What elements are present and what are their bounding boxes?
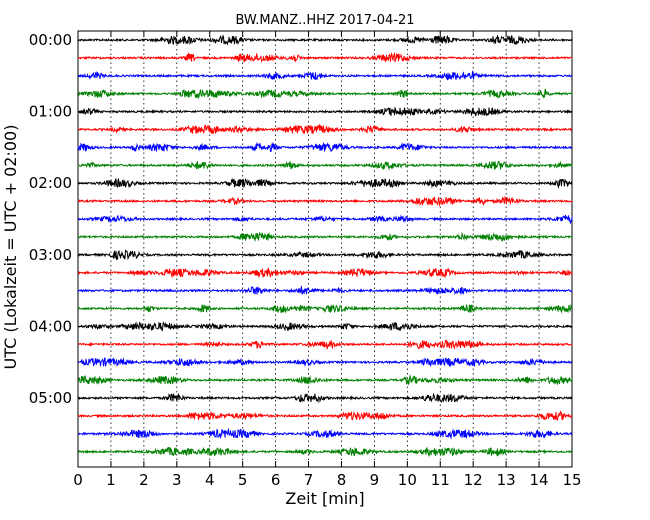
- seismic-trace: [77, 410, 573, 421]
- x-tick-label: 8: [337, 471, 347, 489]
- y-tick-label: 04:00: [29, 317, 72, 335]
- seismic-trace: [77, 303, 573, 314]
- seismic-trace: [77, 70, 573, 81]
- x-tick-label: 10: [398, 471, 417, 489]
- seismic-trace: [77, 123, 573, 135]
- x-tick-label: 9: [370, 471, 380, 489]
- y-tick-label: 00:00: [29, 31, 72, 49]
- seismic-trace: [77, 249, 573, 261]
- x-tick-label: 3: [172, 471, 182, 489]
- seismic-trace: [77, 392, 573, 404]
- seismic-trace: [77, 285, 573, 296]
- x-tick-label: 12: [464, 471, 483, 489]
- y-axis-label: UTC (Lokalzeit = UTC + 02:00): [1, 125, 20, 370]
- seismic-trace: [77, 357, 573, 367]
- x-tick-label: 0: [73, 471, 83, 489]
- seismic-trace: [77, 214, 573, 225]
- x-tick-label: 6: [271, 471, 281, 489]
- x-tick-label: 13: [497, 471, 516, 489]
- plot-frame: [77, 30, 573, 468]
- x-tick-label: 2: [139, 471, 149, 489]
- y-tick-label: 02:00: [29, 174, 72, 192]
- y-tick-label: 05:00: [29, 389, 72, 407]
- seismic-trace: [77, 160, 573, 171]
- x-tick-label: 4: [205, 471, 215, 489]
- grid-lines: [110, 31, 540, 467]
- seismic-trace: [77, 427, 573, 440]
- seismic-trace: [77, 51, 573, 63]
- seismic-trace: [77, 106, 573, 117]
- seismic-trace: [77, 34, 573, 46]
- x-tick-label: 1: [106, 471, 116, 489]
- x-tick-label: 5: [238, 471, 248, 489]
- x-axis-ticks: 0 1 2 3 4 5 6 7 8 9 10 11 12 13 14 15: [73, 31, 582, 489]
- seismic-traces: [77, 34, 573, 458]
- x-tick-label: 15: [562, 471, 581, 489]
- seismic-trace: [77, 195, 573, 207]
- seismic-trace: [77, 374, 573, 386]
- y-tick-label: 03:00: [29, 246, 72, 264]
- x-tick-label: 14: [530, 471, 549, 489]
- seismic-trace: [77, 321, 573, 332]
- seismic-trace: [77, 141, 573, 153]
- seismic-trace: [77, 231, 573, 242]
- seismic-trace: [77, 88, 573, 100]
- x-tick-label: 7: [304, 471, 314, 489]
- x-axis-label: Zeit [min]: [285, 489, 364, 508]
- y-tick-label: 01:00: [29, 103, 72, 121]
- y-axis-ticks: 00:00 01:00 02:00 03:00 04:00 05:00: [29, 31, 572, 407]
- seismic-trace: [77, 267, 573, 279]
- chart-title: BW.MANZ..HHZ 2017-04-21: [235, 13, 414, 28]
- seismic-trace: [77, 177, 573, 189]
- x-tick-label: 11: [431, 471, 450, 489]
- seismic-trace: [77, 446, 573, 458]
- seismic-trace: [77, 339, 573, 351]
